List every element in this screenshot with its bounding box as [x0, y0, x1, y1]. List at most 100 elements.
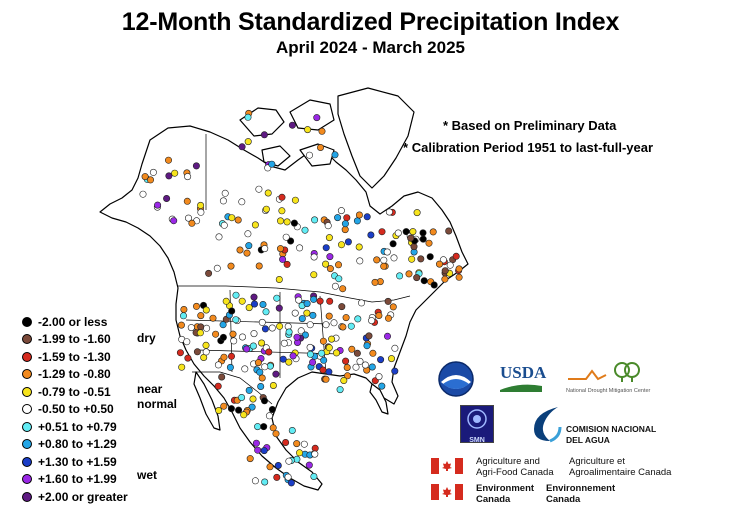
legend-swatch — [22, 404, 32, 415]
station-dot — [367, 231, 375, 239]
station-dot — [154, 201, 162, 209]
station-dot — [375, 373, 383, 381]
station-dot — [298, 315, 306, 323]
station-dot — [244, 230, 252, 238]
station-dot — [288, 426, 296, 434]
station-dot — [385, 208, 393, 216]
station-dot — [261, 478, 269, 486]
station-dot — [287, 237, 295, 245]
station-dot — [235, 406, 243, 414]
station-dot — [244, 138, 252, 146]
legend-group-dry: dry — [137, 331, 156, 345]
station-dot — [203, 324, 211, 332]
legend-item: -1.99 to -1.60 — [22, 331, 128, 349]
legend-label: -0.50 to +0.50 — [38, 402, 114, 417]
station-dot — [319, 337, 327, 345]
station-dot — [260, 397, 268, 405]
station-dot — [377, 356, 385, 364]
station-dot — [284, 473, 292, 481]
station-dot — [324, 222, 332, 230]
station-dot — [282, 438, 290, 446]
station-dot — [219, 197, 227, 205]
station-dot — [268, 324, 276, 332]
station-dot — [441, 275, 449, 283]
station-dot — [232, 291, 240, 299]
legend-label: -1.59 to -1.30 — [38, 349, 111, 364]
station-dot — [219, 333, 227, 341]
station-dot — [425, 239, 433, 247]
station-dot — [326, 297, 334, 305]
station-dot — [228, 352, 236, 360]
ndmc-logo: National Drought Mitigation Center — [566, 361, 662, 395]
station-dot — [341, 226, 349, 234]
ec-fr-line-1: Environnement — [546, 483, 616, 494]
station-dot — [356, 257, 364, 265]
station-dot — [341, 220, 349, 228]
legend-item: +0.80 to +1.29 — [22, 436, 128, 454]
smn-text: SMN — [469, 437, 485, 444]
station-dot — [213, 264, 221, 272]
station-dot — [243, 249, 251, 257]
station-dot — [305, 461, 313, 469]
station-dot — [380, 262, 388, 270]
station-dot — [222, 297, 230, 305]
station-dot — [243, 345, 251, 353]
station-dot — [419, 235, 427, 243]
station-dot — [276, 245, 284, 253]
landmass — [99, 87, 469, 491]
baja-outline — [193, 371, 221, 431]
aafc-french-text: Agriculture et Agroalimentaire Canada — [569, 456, 671, 478]
station-dot — [408, 255, 416, 263]
noaa-logo — [438, 361, 474, 397]
station-dot — [269, 381, 277, 389]
station-dot — [363, 342, 371, 350]
station-dot — [343, 214, 351, 222]
station-dot — [197, 312, 205, 320]
station-dot — [255, 185, 263, 193]
station-dot — [250, 330, 258, 338]
station-dot — [337, 241, 345, 249]
ndmc-tree-icon — [568, 362, 640, 382]
legend-swatch — [22, 421, 32, 432]
station-dot — [250, 293, 258, 301]
station-dot — [230, 337, 238, 345]
station-dot — [378, 382, 386, 390]
station-dot — [343, 363, 351, 371]
station-dot — [289, 352, 297, 360]
station-dot — [295, 296, 303, 304]
map-subtitle: April 2024 - March 2025 — [276, 38, 465, 57]
station-dot — [228, 214, 236, 222]
station-dot — [226, 363, 234, 371]
mainland-outline — [99, 125, 469, 491]
legend-swatch — [22, 316, 32, 327]
station-dot — [177, 321, 185, 329]
station-dot — [339, 285, 347, 293]
station-dot — [290, 219, 298, 227]
station-dot — [318, 349, 326, 357]
station-dot — [322, 244, 330, 252]
station-dot — [305, 151, 313, 159]
station-dot — [336, 386, 344, 394]
station-dot — [373, 256, 381, 264]
station-dot — [141, 173, 149, 181]
station-dot — [197, 208, 205, 216]
station-dot — [430, 281, 438, 289]
station-dot — [354, 315, 362, 323]
station-dot — [258, 374, 266, 382]
station-dot — [455, 273, 463, 281]
station-dot — [192, 162, 200, 170]
station-dot — [332, 349, 340, 357]
station-dot — [184, 173, 192, 181]
station-dot — [347, 322, 355, 330]
map-title: 12-Month Standardized Precipitation Inde… — [121, 8, 620, 36]
station-dot — [265, 412, 273, 420]
aafc-fr-line-2: Agroalimentaire Canada — [569, 467, 672, 478]
legend-item: -0.79 to -0.51 — [22, 383, 128, 401]
station-dot — [258, 318, 266, 326]
station-dot — [220, 402, 228, 410]
station-dot — [187, 324, 195, 332]
legend-swatch — [22, 386, 32, 397]
station-dot — [371, 278, 379, 286]
station-dot — [310, 271, 318, 279]
station-dot — [258, 339, 266, 347]
